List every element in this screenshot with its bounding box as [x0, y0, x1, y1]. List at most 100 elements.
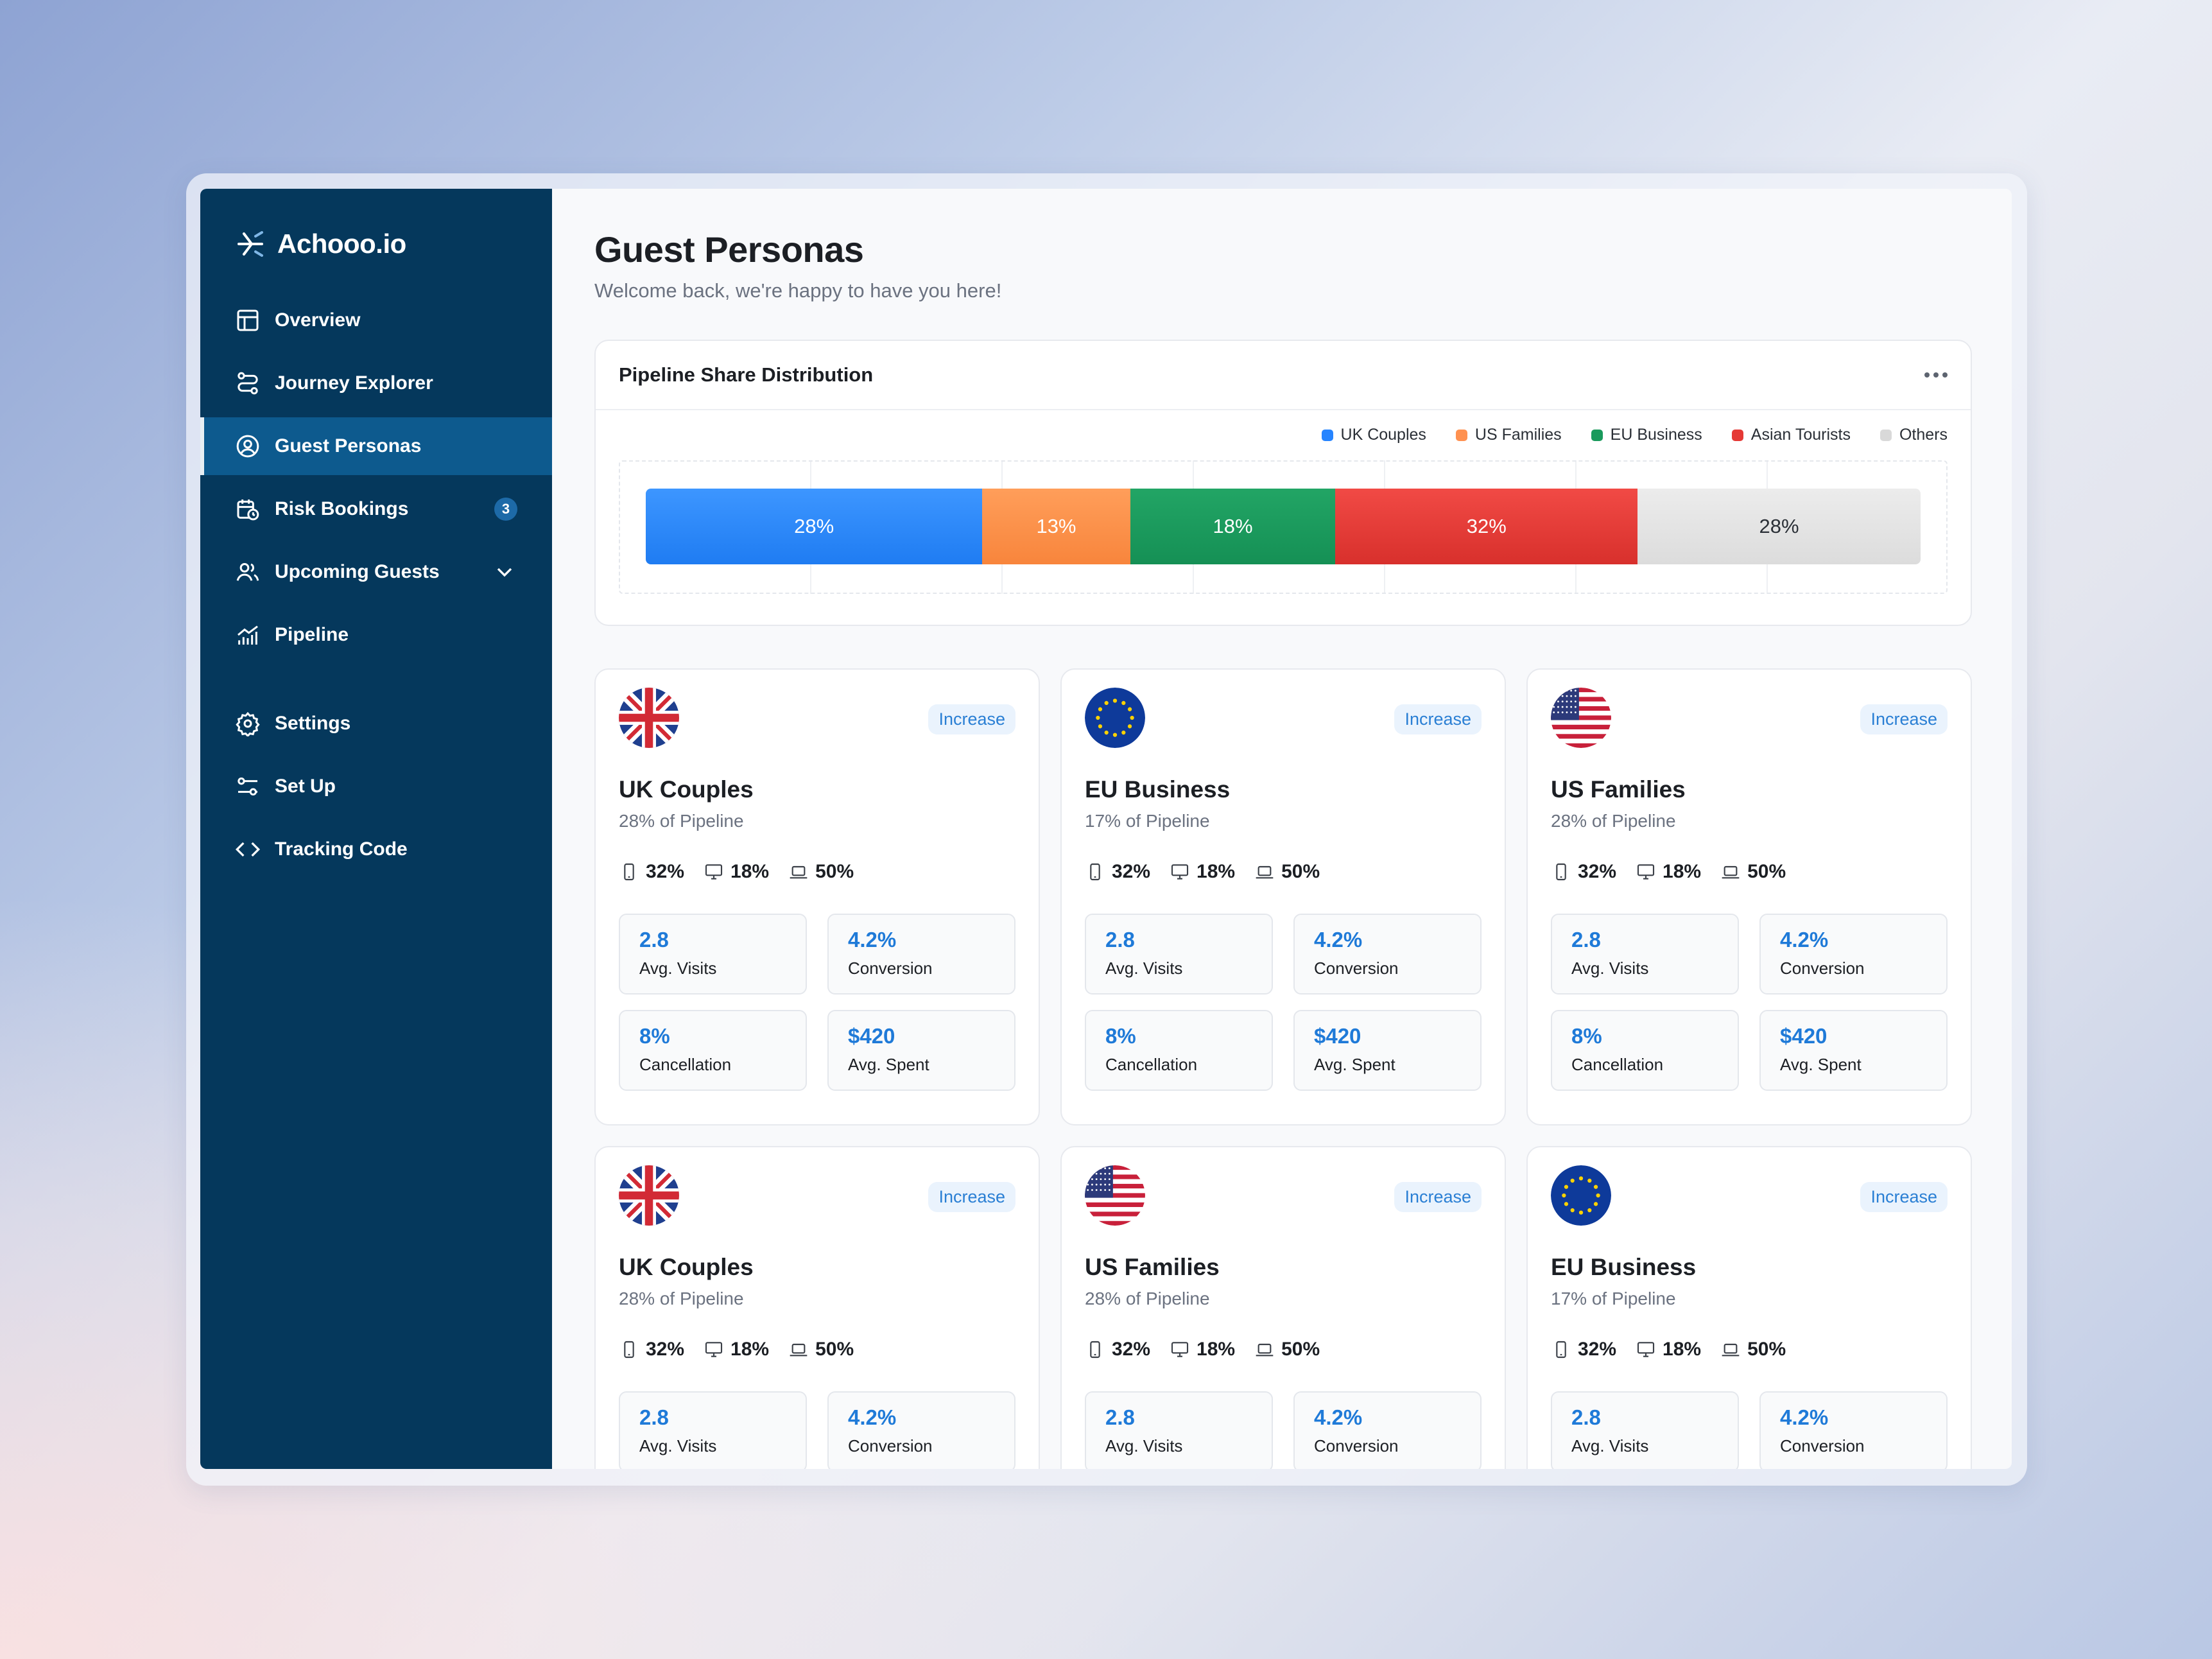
legend-swatch: [1455, 429, 1467, 441]
sidebar-item-overview[interactable]: Overview: [200, 291, 552, 349]
sidebar-item-settings[interactable]: Settings: [200, 695, 552, 752]
persona-card[interactable]: Increase UK Couples 28% of Pipeline 32% …: [594, 668, 1040, 1125]
nav-spacer: [200, 669, 552, 695]
sidebar-item-pipeline[interactable]: Pipeline: [200, 606, 552, 664]
persona-pipeline-share: 28% of Pipeline: [619, 1289, 744, 1308]
card-header: Increase: [619, 688, 1015, 748]
stat-value: $420: [1314, 1024, 1361, 1048]
device-share-desktop: 18%: [1170, 1339, 1235, 1360]
bar-segment-asian-tourists[interactable]: 32%: [1335, 489, 1638, 564]
phone-icon: [624, 863, 634, 881]
chart-legend: UK Couples US Families EU Business Asian…: [596, 410, 1971, 444]
stat-label: Cancellation: [1105, 1055, 1198, 1074]
trend-badge[interactable]: Increase: [1394, 1182, 1482, 1212]
persona-card[interactable]: Increase US Families 28% of Pipeline 32%…: [1060, 1146, 1506, 1469]
stat-label: Avg. Visits: [1105, 1436, 1183, 1455]
sidebar-item-label: Settings: [275, 713, 351, 734]
page-title: Guest Personas: [594, 229, 864, 270]
stat-label: Conversion: [1314, 959, 1399, 978]
chart-bars-icon: [238, 625, 258, 645]
trend-badge[interactable]: Increase: [1860, 1182, 1948, 1212]
persona-pipeline-share: 28% of Pipeline: [1085, 1289, 1210, 1308]
legend-swatch: [1591, 429, 1603, 441]
card-header: Increase: [1085, 688, 1482, 748]
laptop-icon: [1256, 1343, 1274, 1357]
stat-label: Avg. Spent: [848, 1055, 929, 1074]
sidebar-item-risk-bookings[interactable]: Risk Bookings 3: [200, 480, 552, 538]
bar-segment-us-families[interactable]: 13%: [982, 489, 1130, 564]
persona-card[interactable]: Increase US Families 28% of Pipeline 32%…: [1526, 668, 1972, 1125]
main-content: Guest Personas Welcome back, we're happy…: [552, 189, 2012, 1469]
device-share-laptop: 50%: [1720, 861, 1786, 883]
bar-segment-uk-couples[interactable]: 28%: [646, 489, 983, 564]
persona-card[interactable]: Increase EU Business 17% of Pipeline 32%…: [1060, 668, 1506, 1125]
phone-icon: [1556, 1341, 1566, 1359]
stat-avg-visits: 2.8 Avg. Visits: [619, 1391, 807, 1469]
legend-item: UK Couples: [1321, 426, 1426, 444]
chart-area: 28% 13% 18% 32% 28%: [619, 460, 1948, 594]
persona-stats: 2.8 Avg. Visits 4.2% Conversion: [1085, 1391, 1482, 1469]
calendar-clock-icon: [237, 499, 259, 521]
device-share-value: 32%: [1578, 861, 1617, 882]
persona-card[interactable]: Increase UK Couples 28% of Pipeline 32% …: [594, 1146, 1040, 1469]
legend-item: Others: [1879, 426, 1948, 444]
persona-stats: 2.8 Avg. Visits 4.2% Conversion 8% Cance…: [1551, 914, 1948, 1091]
persona-name: EU Business: [1085, 776, 1231, 803]
segment-label: 28%: [1759, 515, 1799, 537]
page-subtitle: Welcome back, we're happy to have you he…: [594, 279, 1002, 302]
sidebar-item-guest-personas[interactable]: Guest Personas: [200, 417, 552, 475]
device-share-laptop: 50%: [1254, 861, 1320, 883]
persona-card[interactable]: Increase EU Business 17% of Pipeline 32%…: [1526, 1146, 1972, 1469]
sidebar-item-tracking-code[interactable]: Tracking Code: [200, 821, 552, 878]
device-share-value: 32%: [1112, 1339, 1151, 1360]
laptop-icon: [1722, 1343, 1740, 1357]
panel-header: Pipeline Share Distribution: [596, 341, 1971, 410]
stacked-bar: 28% 13% 18% 32% 28%: [646, 489, 1921, 564]
device-breakdown: 32% 18% 50%: [1551, 1339, 1948, 1360]
stat-value: 4.2%: [848, 928, 897, 951]
bar-segment-others[interactable]: 28%: [1637, 489, 1921, 564]
card-header: Increase: [619, 1165, 1015, 1226]
brand-name: Achooo.io: [277, 229, 406, 259]
stat-cancellation: 8% Cancellation: [619, 1010, 807, 1091]
trend-badge[interactable]: Increase: [1394, 704, 1482, 734]
stat-conversion: 4.2% Conversion: [1759, 914, 1948, 995]
stat-label: Avg. Visits: [639, 1436, 717, 1455]
desktop-icon: [1637, 864, 1655, 880]
device-share-desktop: 18%: [1636, 1339, 1701, 1360]
stat-label: Avg. Spent: [1780, 1055, 1862, 1074]
legend-swatch: [1321, 429, 1333, 441]
device-share-mobile: 32%: [619, 1339, 684, 1360]
phone-icon: [1090, 863, 1100, 881]
device-share-laptop: 50%: [788, 861, 854, 883]
sidebar-item-upcoming-guests[interactable]: Upcoming Guests: [200, 543, 552, 601]
persona-stats: 2.8 Avg. Visits 4.2% Conversion 8% Cance…: [1085, 914, 1482, 1091]
bar-segment-eu-business[interactable]: 18%: [1130, 489, 1336, 564]
trend-badge[interactable]: Increase: [928, 704, 1015, 734]
stat-label: Cancellation: [639, 1055, 732, 1074]
persona-name: UK Couples: [619, 1254, 754, 1280]
pipeline-distribution-panel: Pipeline Share Distribution UK Couples U…: [594, 340, 1972, 626]
stat-value: 2.8: [1105, 928, 1135, 951]
segment-label: 28%: [794, 515, 834, 537]
user-circle-icon: [236, 435, 259, 458]
sidebar-item-label: Tracking Code: [275, 838, 408, 860]
sidebar-item-journey-explorer[interactable]: Journey Explorer: [200, 354, 552, 412]
legend-label: US Families: [1474, 426, 1562, 444]
device-share-desktop: 18%: [704, 1339, 769, 1360]
stat-avg-spent: $420 Avg. Spent: [1293, 1010, 1482, 1091]
trend-badge[interactable]: Increase: [1860, 704, 1948, 734]
sidebar-item-label: Pipeline: [275, 624, 349, 645]
stat-value: 2.8: [639, 928, 669, 951]
device-share-value: 18%: [1663, 861, 1702, 882]
sidebar-item-set-up[interactable]: Set Up: [200, 758, 552, 815]
stat-label: Conversion: [1780, 959, 1865, 978]
persona-stats: 2.8 Avg. Visits 4.2% Conversion: [619, 1391, 1015, 1469]
more-options-icon[interactable]: [1924, 372, 1948, 378]
segment-label: 18%: [1213, 515, 1253, 537]
brand[interactable]: Achooo.io: [200, 212, 552, 276]
persona-pipeline-share: 28% of Pipeline: [619, 811, 744, 831]
trend-badge[interactable]: Increase: [928, 1182, 1015, 1212]
desktop-icon: [705, 864, 723, 880]
chevron-down-icon[interactable]: [492, 559, 517, 585]
